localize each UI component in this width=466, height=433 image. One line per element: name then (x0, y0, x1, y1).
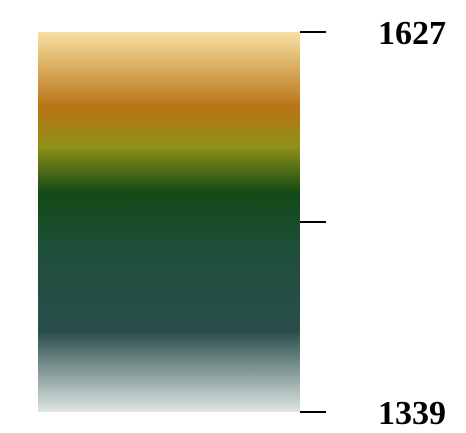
colorbar-tick (300, 31, 326, 33)
tick-label-max: 1627 (378, 15, 446, 52)
colorbar-tick (300, 411, 326, 413)
tick-label-min: 1339 (378, 395, 446, 432)
colorbar-tick (300, 221, 326, 223)
colorbar-gradient (38, 32, 300, 412)
